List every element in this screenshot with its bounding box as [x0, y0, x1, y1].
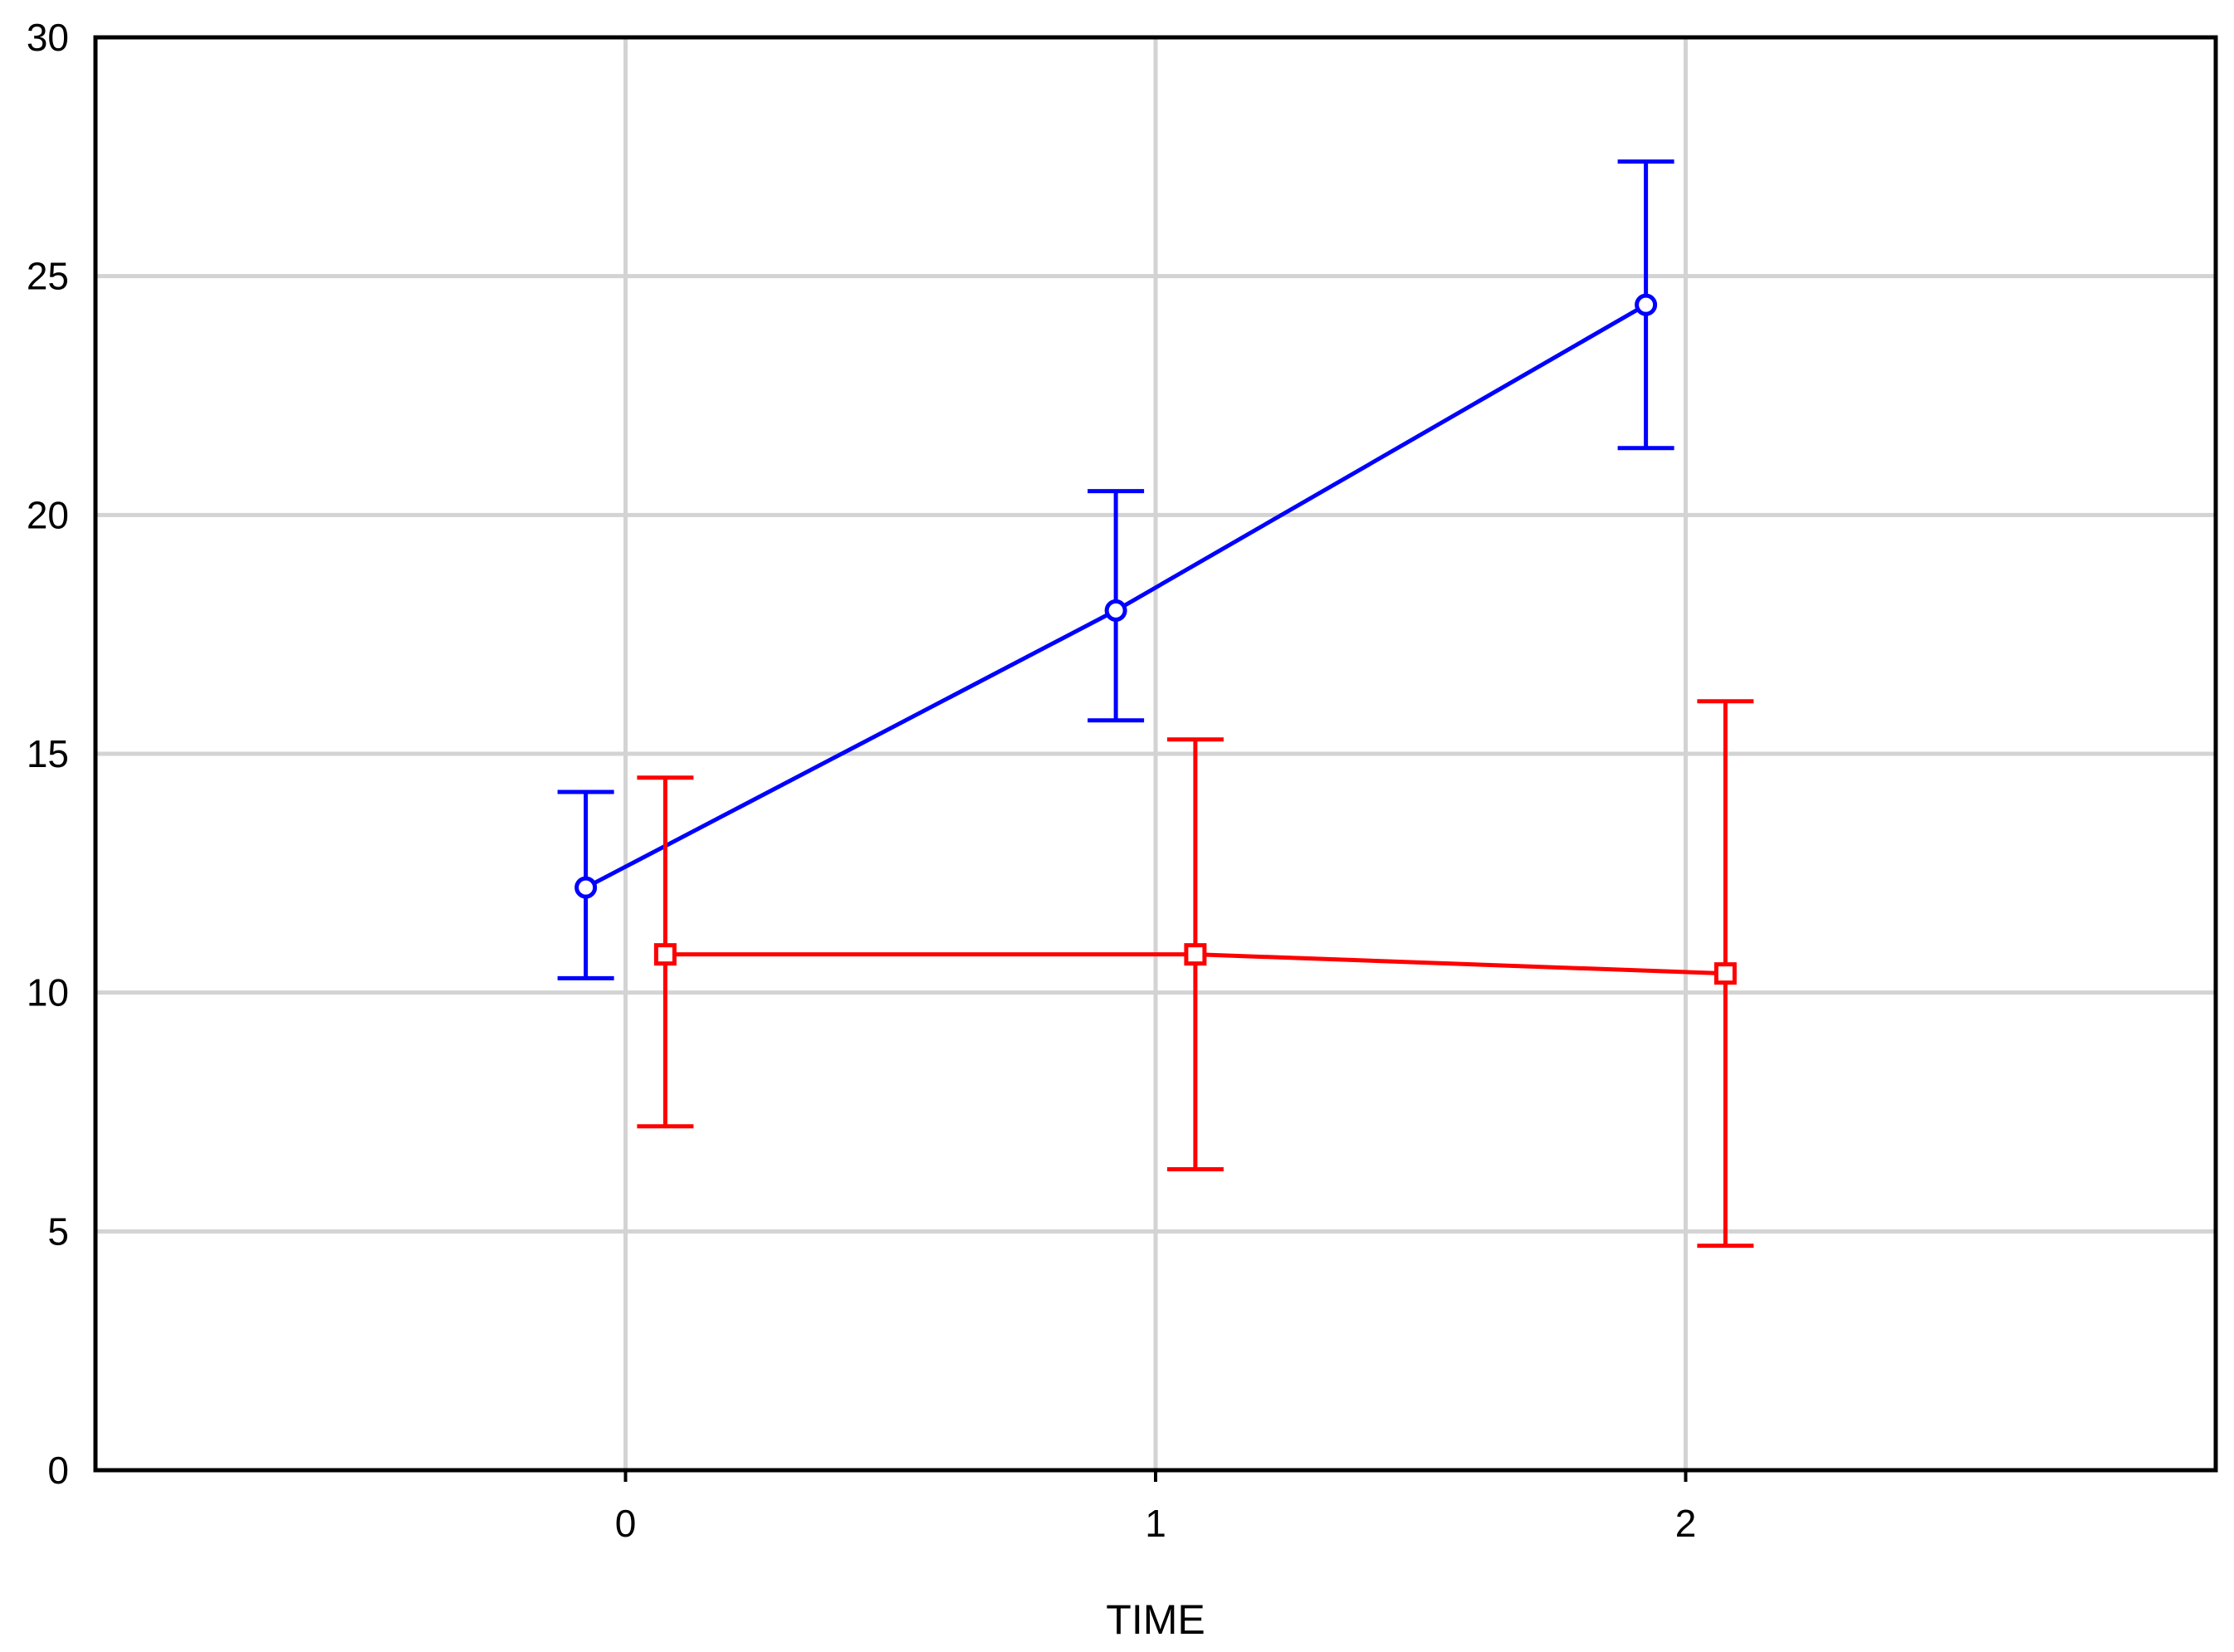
data-point [1104, 599, 1127, 622]
y-tick-label: 10 [27, 971, 69, 1014]
x-tick-label: 1 [1145, 1502, 1166, 1545]
y-tick-label: 20 [27, 493, 69, 536]
y-tick-label: 15 [27, 732, 69, 775]
data-point [1635, 293, 1658, 316]
x-tick-label: 2 [1675, 1502, 1697, 1545]
y-tick-label: 0 [47, 1449, 69, 1492]
x-tick-label: 0 [615, 1502, 637, 1545]
data-point [1184, 943, 1207, 966]
y-tick-label: 25 [27, 255, 69, 298]
y-axis-ticks: 0 5 10 15 20 25 30 [27, 16, 69, 1492]
grid [95, 37, 2216, 1470]
data-point [1713, 962, 1737, 985]
series-layer [557, 159, 1754, 1249]
x-axis-ticks: 0 1 2 [615, 1470, 1697, 1545]
series-1 [557, 159, 1674, 980]
data-point [574, 876, 598, 899]
series-2 [637, 699, 1754, 1249]
y-tick-label: 30 [27, 16, 69, 59]
x-axis-title: TIME [1106, 1596, 1205, 1643]
data-point [653, 943, 677, 966]
y-tick-label: 5 [47, 1210, 69, 1253]
